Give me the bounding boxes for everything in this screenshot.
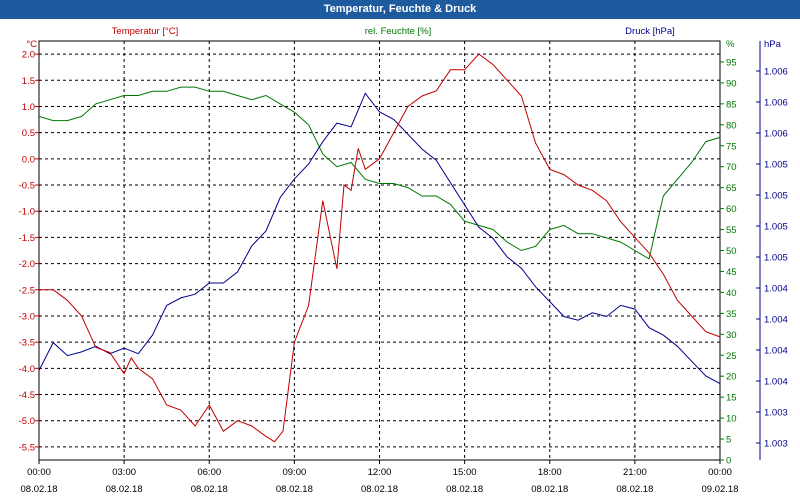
- pressure-tick-label: 1.003: [764, 439, 788, 450]
- chart-canvas: 00:00 08.02.18 03:00 08.02.18 06:00 08.02.18 0…: [19, 26, 788, 495]
- humidity-unit-label: %: [726, 39, 735, 50]
- pressure-unit-label: hPa: [764, 39, 782, 50]
- pressure-tick-label: 1.004: [764, 346, 788, 357]
- x-tick-date: 08.02.18: [21, 484, 58, 495]
- x-tick-date: 08.02.18: [361, 484, 398, 495]
- humidity-tick-label: 5: [726, 435, 731, 446]
- x-tick-time: 03:00: [112, 467, 136, 478]
- x-tick-time: 21:00: [623, 467, 647, 478]
- humidity-tick-label: 85: [726, 99, 737, 110]
- legend-humidity: rel. Feuchte [%]: [365, 26, 432, 37]
- legend-pressure: Druck [hPa]: [625, 26, 675, 37]
- pressure-tick-label: 1.006: [764, 67, 788, 78]
- pressure-tick-label: 1.005: [764, 160, 788, 171]
- humidity-tick-label: 75: [726, 141, 737, 152]
- pressure-tick-label: 1.003: [764, 408, 788, 419]
- x-tick-date: 08.02.18: [276, 484, 313, 495]
- pressure-tick-label: 1.004: [764, 377, 788, 388]
- humidity-tick-label: 65: [726, 183, 737, 194]
- x-tick-date: 09.02.18: [702, 484, 739, 495]
- humidity-tick-label: 95: [726, 57, 737, 68]
- humidity-tick-label: 30: [726, 330, 737, 341]
- temperature-tick-label: -2.0: [19, 259, 35, 270]
- x-tick-time: 09:00: [282, 467, 306, 478]
- humidity-tick-label: 25: [726, 351, 737, 362]
- x-tick-time: 06:00: [197, 467, 221, 478]
- pressure-tick-label: 1.004: [764, 315, 788, 326]
- x-tick-time: 15:00: [453, 467, 477, 478]
- pressure-series-line: [38, 92, 721, 384]
- temperature-tick-label: 0.5: [22, 128, 35, 139]
- temperature-tick-label: -1.5: [19, 233, 35, 244]
- temperature-tick-label: 1.0: [22, 102, 35, 113]
- temperature-series-line: [39, 53, 721, 443]
- x-tick-time: 12:00: [368, 467, 392, 478]
- x-tick-date: 08.02.18: [106, 484, 143, 495]
- humidity-tick-label: 40: [726, 288, 737, 299]
- humidity-tick-label: 20: [726, 372, 737, 383]
- pressure-tick-label: 1.004: [764, 284, 788, 295]
- temperature-unit-label: °C: [26, 39, 37, 50]
- humidity-tick-label: 70: [726, 162, 737, 173]
- x-tick-date: 08.02.18: [191, 484, 228, 495]
- x-tick-time: 00:00: [708, 467, 732, 478]
- legend-temperature: Temperatur [°C]: [112, 26, 179, 37]
- window-title: Temperatur, Feuchte & Druck: [0, 0, 800, 19]
- pressure-tick-label: 1.005: [764, 191, 788, 202]
- temperature-tick-label: -5.5: [19, 442, 35, 453]
- temperature-tick-label: -5.0: [19, 416, 35, 427]
- temperature-tick-label: -4.5: [19, 390, 35, 401]
- temperature-tick-label: 2.0: [22, 50, 35, 61]
- pressure-tick-label: 1.005: [764, 253, 788, 264]
- pressure-tick-label: 1.006: [764, 98, 788, 109]
- humidity-tick-label: 10: [726, 414, 737, 425]
- temperature-tick-label: 1.5: [22, 76, 35, 87]
- temperature-tick-label: -4.0: [19, 364, 35, 375]
- humidity-tick-label: 0: [726, 456, 731, 467]
- humidity-tick-label: 80: [726, 120, 737, 131]
- temperature-tick-label: -3.0: [19, 311, 35, 322]
- humidity-tick-label: 60: [726, 204, 737, 215]
- x-tick-time: 00:00: [27, 467, 51, 478]
- pressure-tick-label: 1.006: [764, 129, 788, 140]
- humidity-tick-label: 90: [726, 78, 737, 89]
- temperature-tick-label: -2.5: [19, 285, 35, 296]
- humidity-series-line: [38, 86, 721, 260]
- humidity-tick-label: 55: [726, 225, 737, 236]
- x-tick-date: 08.02.18: [616, 484, 653, 495]
- temperature-tick-label: -3.5: [19, 338, 35, 349]
- x-tick-date: 08.02.18: [446, 484, 483, 495]
- humidity-tick-label: 15: [726, 393, 737, 404]
- temperature-tick-label: 0.0: [22, 154, 35, 165]
- temperature-tick-label: -1.0: [19, 207, 35, 218]
- humidity-tick-label: 50: [726, 246, 737, 257]
- x-tick-date: 08.02.18: [531, 484, 568, 495]
- temperature-tick-label: -0.5: [19, 181, 35, 192]
- humidity-tick-label: 45: [726, 267, 737, 278]
- humidity-tick-label: 35: [726, 309, 737, 320]
- pressure-tick-label: 1.005: [764, 222, 788, 233]
- x-tick-time: 18:00: [538, 467, 562, 478]
